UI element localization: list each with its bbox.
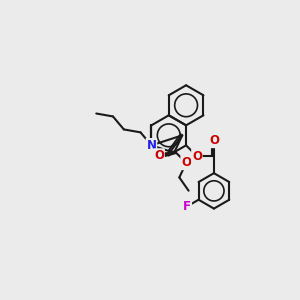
Text: N: N [146,139,156,152]
Text: O: O [181,156,191,169]
Text: F: F [183,200,191,213]
Text: O: O [192,150,202,163]
Text: O: O [209,134,219,147]
Text: O: O [154,149,164,162]
